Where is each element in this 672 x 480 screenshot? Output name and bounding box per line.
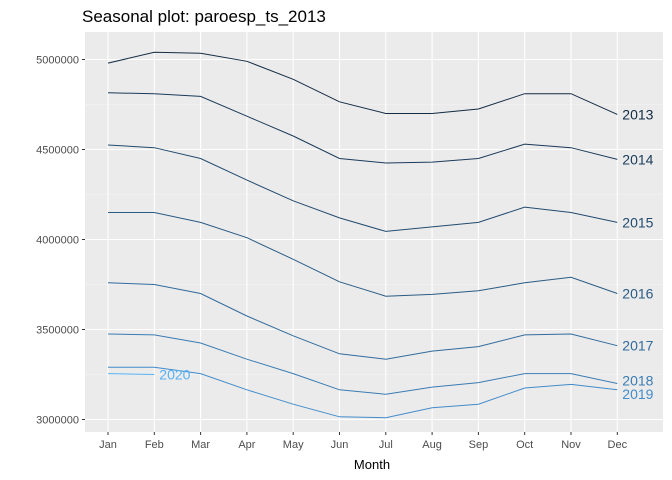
x-tick-label: Dec (608, 439, 628, 451)
x-tick-label: Nov (561, 439, 581, 451)
series-line-2014 (107, 92, 618, 164)
x-tick-label: Oct (516, 439, 533, 451)
grid-lines (85, 32, 663, 432)
x-tick-label: Jan (99, 439, 117, 451)
y-tick-label: 3500000 (36, 325, 79, 337)
series-line-2018 (107, 333, 618, 395)
y-tick-label: 4500000 (36, 145, 79, 157)
series-line-2017 (107, 282, 618, 360)
series-label-2019: 2019 (622, 386, 653, 402)
x-tick-label: Jul (379, 439, 393, 451)
x-tick-label: Mar (191, 439, 210, 451)
series-line-2020 (107, 373, 155, 375)
y-tick-label: 3000000 (36, 415, 79, 427)
series-label-2017: 2017 (622, 338, 653, 354)
x-tick-label: Jun (331, 439, 349, 451)
plot-panel (85, 32, 663, 432)
series-line-2019 (108, 366, 618, 419)
x-tick-label: Apr (238, 439, 255, 451)
series-lines (107, 51, 618, 419)
y-tick-label: 5000000 (36, 55, 79, 67)
series-line-2016 (108, 212, 618, 297)
x-axis-title: Month (354, 457, 390, 472)
x-tick-label: Sep (469, 439, 489, 451)
x-tick-label: Feb (145, 439, 164, 451)
chart-title: Seasonal plot: paroesp_ts_2013 (82, 7, 326, 26)
series-label-2018: 2018 (622, 373, 653, 389)
x-axis: Jan Feb Mar Apr May Jun Jul Aug Sep Oct Nov Dec (99, 432, 628, 451)
series-label-2014: 2014 (622, 151, 653, 167)
series-line-2015 (107, 144, 618, 232)
series-line-2013 (107, 51, 618, 115)
x-tick-label: May (283, 439, 304, 451)
y-axis: 3000000 3500000 4000000 4500000 5000000 (36, 55, 85, 427)
series-label-2020: 2020 (159, 367, 190, 383)
series-label-2015: 2015 (622, 214, 653, 230)
series-label-2016: 2016 (622, 286, 653, 302)
series-label-2013: 2013 (622, 106, 653, 122)
x-tick-label: Aug (422, 439, 442, 451)
y-tick-label: 4000000 (36, 235, 79, 247)
